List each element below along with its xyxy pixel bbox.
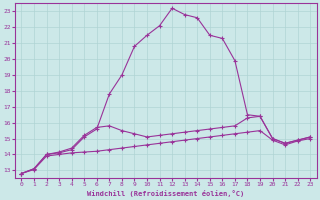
X-axis label: Windchill (Refroidissement éolien,°C): Windchill (Refroidissement éolien,°C): [87, 190, 244, 197]
